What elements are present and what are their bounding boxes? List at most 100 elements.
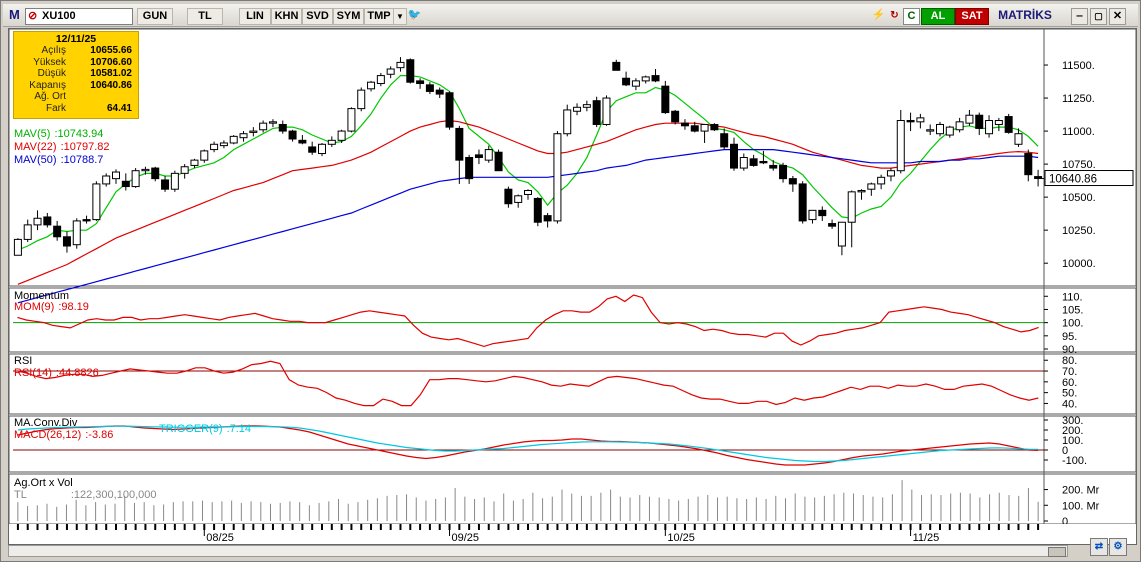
chart-svg[interactable]: 11500. 11250. 11000. 10750. 10500. 10250. 1000… xyxy=(8,28,1137,528)
period-button[interactable]: GUN xyxy=(137,8,173,25)
last-price-box xyxy=(1044,170,1134,187)
y-tick-label: 11250. xyxy=(1062,93,1095,105)
chart-area[interactable]: 11500. 11250. 11000. 10750. 10500. 10250. 1000… xyxy=(8,28,1137,528)
info-date: 12/11/25 xyxy=(55,33,97,45)
sym-button[interactable]: SYM xyxy=(333,8,364,25)
candle-body xyxy=(769,164,778,169)
candle-body xyxy=(386,68,395,75)
candle-body xyxy=(288,130,297,140)
candle-body xyxy=(828,223,837,227)
y-tick-label: 11000. xyxy=(1062,126,1095,138)
candle-body xyxy=(268,121,277,124)
candle-body xyxy=(975,114,984,129)
ohlc-info-box: 12/11/25 Açılış 10655.66 Yüksek 10706.60 Düş… xyxy=(13,31,139,119)
twitter-icon[interactable]: 🐦 xyxy=(407,9,422,21)
close-icon[interactable]: ✕ xyxy=(1109,8,1126,25)
info-label: Düşük xyxy=(37,68,66,79)
candle-body xyxy=(837,221,846,247)
candle-body xyxy=(661,85,670,114)
candle-body xyxy=(1024,153,1033,176)
candle-body xyxy=(926,129,935,132)
sat-button[interactable]: SAT xyxy=(955,8,989,25)
scale-button[interactable]: LIN xyxy=(239,8,271,25)
candle-body xyxy=(298,139,307,144)
candle-body xyxy=(857,190,866,193)
candle-body xyxy=(533,197,542,223)
candle-body xyxy=(357,89,366,110)
candle-body xyxy=(612,61,621,71)
candle-body xyxy=(435,89,444,95)
candle-body xyxy=(730,143,738,169)
trigger-legend: TRIGGER(9):7.14 xyxy=(159,423,251,435)
trigger-label: TRIGGER(9) xyxy=(159,423,223,435)
candle-body xyxy=(239,133,248,139)
svd-button[interactable]: SVD xyxy=(302,8,333,25)
khn-button[interactable]: KHN xyxy=(271,8,302,25)
candle-body xyxy=(886,170,895,177)
mav5-value: :10743.94 xyxy=(54,128,104,140)
candle-body xyxy=(416,80,425,85)
candle-body xyxy=(200,150,209,161)
al-button[interactable]: AL xyxy=(921,8,955,25)
candle-body xyxy=(367,81,376,90)
x-axis-svg: 08/25 09/25 10/25 11/25 xyxy=(16,524,1040,544)
candle-body xyxy=(13,238,22,256)
candle-body xyxy=(72,220,81,246)
currency-button[interactable]: TL xyxy=(187,8,223,25)
candle-body xyxy=(553,133,562,222)
candle-body xyxy=(631,80,640,87)
y-tick-label: 0 xyxy=(1062,516,1068,524)
info-row: Düşük 10581.02 xyxy=(14,68,138,80)
candle-body xyxy=(376,75,385,85)
candle-body xyxy=(602,97,611,125)
candle-body xyxy=(779,164,788,180)
candle-body xyxy=(622,77,631,86)
y-tick-label: 70. xyxy=(1062,366,1077,378)
y-tick-label: 10500. xyxy=(1062,192,1096,204)
series-line-mav22 xyxy=(17,119,1039,285)
candle-body xyxy=(474,154,483,158)
candle-body xyxy=(592,100,601,125)
y-tick-label: 11500. xyxy=(1062,60,1095,72)
candle-body xyxy=(710,123,719,131)
info-value: 10581.02 xyxy=(90,68,132,79)
y-tick-label: 300. xyxy=(1062,415,1083,427)
candle-body xyxy=(23,224,32,240)
c-button[interactable]: C xyxy=(903,8,920,25)
candle-body xyxy=(278,123,287,132)
y-tick-label: 40. xyxy=(1062,398,1077,410)
scrollbar-thumb[interactable] xyxy=(1048,547,1066,557)
candle-body xyxy=(1034,176,1043,180)
mav22-legend: MAV(22):10797.82 xyxy=(14,141,110,153)
info-label: Açılış xyxy=(41,45,66,56)
settings-icon[interactable]: ⚙ xyxy=(1109,538,1127,556)
minimize-icon[interactable]: ‒ xyxy=(1071,8,1088,25)
candle-body xyxy=(121,180,130,188)
refresh-icon[interactable]: ↻ xyxy=(890,10,899,21)
candle-body xyxy=(396,61,405,69)
candle-body xyxy=(514,195,523,203)
candle-body xyxy=(818,209,827,217)
rsi-value: :44.8826 xyxy=(55,367,99,379)
y-tick-label: 0 xyxy=(1062,445,1068,457)
info-value: 10706.60 xyxy=(90,56,132,68)
sync-icon[interactable]: ⇄ xyxy=(1090,538,1108,556)
candle-body xyxy=(847,191,856,223)
horizontal-scrollbar[interactable] xyxy=(8,545,1068,557)
last-price-label: 10640.86 xyxy=(1049,174,1097,186)
volume-unit: TL xyxy=(14,489,27,501)
toolbar: M ⊘ XU100 GUN TL LIN KHN SVD SYM TMP ▼ 🐦… xyxy=(3,4,1138,27)
symbol-input[interactable]: ⊘ XU100 xyxy=(25,8,133,25)
mav50-label: MAV(50) xyxy=(14,154,57,166)
tmp-button[interactable]: TMP xyxy=(364,8,394,25)
info-label: Kapanış xyxy=(29,79,66,91)
maximize-icon[interactable]: ▢ xyxy=(1090,8,1107,25)
candle-body xyxy=(906,120,915,123)
candle-body xyxy=(798,183,807,222)
candle-body xyxy=(229,135,238,144)
candle-body xyxy=(867,183,876,190)
lightning-icon[interactable]: ⚡ xyxy=(871,9,886,21)
rsi-legend: RSI(14):44.8826 xyxy=(14,367,99,379)
x-tick-label: 10/25 xyxy=(667,532,695,544)
dropdown-arrow-icon[interactable]: ▼ xyxy=(393,8,407,25)
